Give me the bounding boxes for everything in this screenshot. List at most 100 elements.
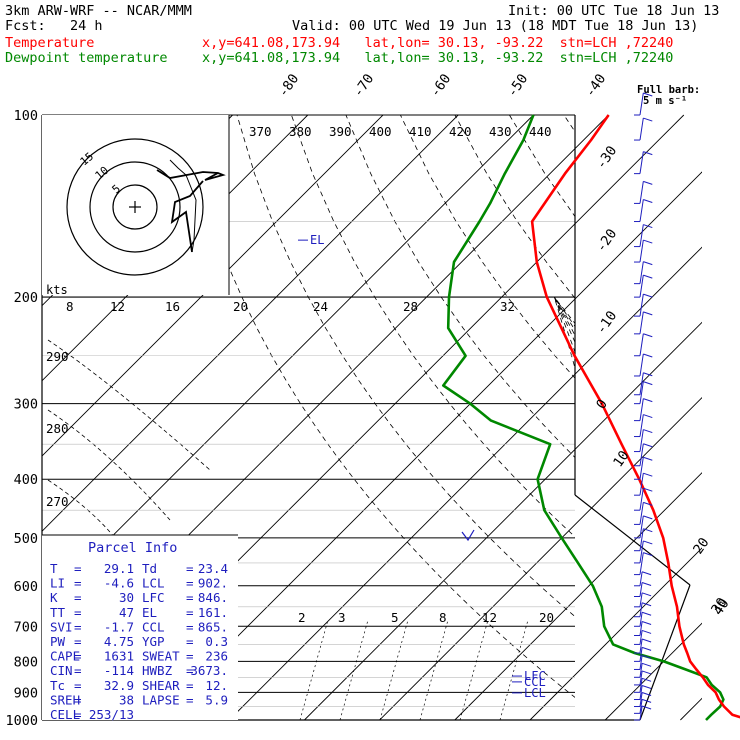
wind-barb-staff (639, 261, 644, 284)
parcel-field-value: 236 (205, 649, 228, 664)
parcel-field-value: -114 (104, 663, 134, 678)
wind-barb-staff (639, 663, 643, 678)
wind-barb-flag (643, 224, 653, 229)
wind-barb-flag (643, 501, 653, 506)
isotherm (304, 321, 702, 721)
wind-barb-flag (643, 353, 653, 358)
parcel-equals: = (74, 561, 82, 576)
wind-barb-staff (639, 582, 643, 597)
wind-barb-staff (639, 117, 644, 141)
pressure-tick-label: 200 (14, 290, 38, 306)
wind-barb-flag (643, 381, 653, 386)
el-marker: EL (310, 233, 324, 247)
wind-barb-flag (643, 333, 653, 338)
wind-barb-staff (639, 414, 644, 437)
temperature-profile (530, 114, 740, 719)
wind-barb-staff (639, 685, 643, 700)
wind-barb-flag (641, 582, 652, 586)
lcl-marker: LCL (524, 686, 546, 700)
wind-barb-flag (643, 398, 653, 403)
mixing-ratio-label: 8 (439, 610, 447, 625)
isotherm-label: -30 (593, 143, 620, 172)
isotherm (680, 697, 702, 721)
wind-barb-flag (641, 670, 652, 675)
theta-label: 430 (489, 124, 512, 139)
hodograph-units: kts (46, 283, 68, 297)
wind-barb-staff (639, 457, 644, 480)
wind-barb-flag (641, 602, 652, 607)
wind-barb-flag (641, 698, 652, 703)
speed-axis-label: 16 (165, 299, 180, 314)
temperature-legend-info: x,y=641.08,173.94 lat,lon= 30.13, -93.22… (202, 35, 674, 51)
parcel-field-value: 3673. (190, 663, 228, 678)
wind-barb-staff (639, 294, 644, 317)
theta-label: 380 (289, 124, 312, 139)
pressure-tick-label: 400 (14, 472, 38, 488)
dewpoint-legend-label: Dewpoint temperature (5, 50, 168, 66)
wind-barb-flag (643, 540, 653, 545)
wind-barb-flag (641, 646, 652, 651)
parcel-field-name: YGP (142, 634, 165, 649)
right-axis-slant (574, 494, 691, 586)
wind-barb-flag (641, 621, 652, 625)
parcel-equals: = (74, 678, 82, 693)
pressure-tick-label: 900 (14, 685, 38, 701)
moist-adiabat (553, 296, 575, 354)
wind-barb-flag (641, 592, 652, 597)
wind-barb-staff (639, 647, 643, 662)
wind-barb-staff (639, 692, 643, 707)
wind-barb-staff (639, 571, 643, 586)
parcel-field-value: 1631 (104, 649, 134, 664)
parcel-field-value: -4.6 (104, 576, 134, 591)
hodograph-ring (112, 184, 158, 230)
wind-barb-staff (639, 224, 644, 247)
wind-barb-staff (639, 592, 643, 607)
parcel-field-name: SHEAR (142, 678, 180, 693)
ccl-marker: CCL (524, 675, 546, 689)
isotherm (379, 396, 702, 721)
parcel-field-name: SWEAT (142, 649, 180, 664)
theta-axis-label: 280 (46, 421, 69, 436)
theta-axis-label: 290 (46, 349, 69, 364)
moist-adiabat (553, 296, 575, 370)
parcel-equals: = (74, 663, 82, 678)
parcel-field-name: Td (142, 561, 157, 576)
theta-label: 440 (529, 124, 552, 139)
parcel-field-value: 0.3 (205, 634, 228, 649)
isotherm (228, 246, 702, 721)
wind-barb-staff (639, 488, 644, 511)
parcel-equals: = (186, 678, 194, 693)
wind-barb-flag (641, 654, 652, 659)
wind-barb-staff (639, 670, 643, 685)
dry-adiabat (454, 115, 575, 299)
parcel-field-value: 865. (198, 619, 228, 634)
wind-barb-staff (639, 528, 644, 551)
wind-barb-staff (639, 655, 643, 670)
dewpoint-legend-info: x,y=641.08,173.94 lat,lon= 30.13, -93.22… (202, 50, 674, 66)
wind-barb-staff (639, 473, 644, 496)
wind-barb-flag (643, 293, 653, 298)
isotherm-label: -70 (350, 71, 377, 100)
parcel-equals: = (186, 649, 194, 664)
wind-barb-flag (643, 472, 653, 477)
wind-barb-flag (641, 571, 652, 576)
wind-barb-staff (639, 443, 644, 466)
theta-label: 410 (409, 124, 432, 139)
hodograph-ring (66, 138, 204, 276)
parcel-field-value: 4.75 (104, 634, 134, 649)
parcel-field-value: 902. (198, 576, 228, 591)
dry-adiabat (236, 115, 575, 618)
wind-barb-staff (639, 638, 643, 654)
wind-barb-flag (641, 629, 652, 634)
isotherm-label: -60 (427, 71, 454, 100)
right-axis-lower (639, 584, 691, 721)
speed-axis-label: 24 (313, 299, 328, 314)
mixing-ratio-label: 3 (338, 610, 346, 625)
valid-time: Valid: 00 UTC Wed 19 Jun 13 (18 MDT Tue … (292, 18, 699, 34)
wind-barb-staff (639, 199, 644, 222)
wind-barb-staff (639, 502, 644, 525)
isotherm (42, 114, 459, 532)
theta-label: 390 (329, 124, 352, 139)
isotherm (604, 622, 702, 721)
isotherm (42, 114, 384, 457)
